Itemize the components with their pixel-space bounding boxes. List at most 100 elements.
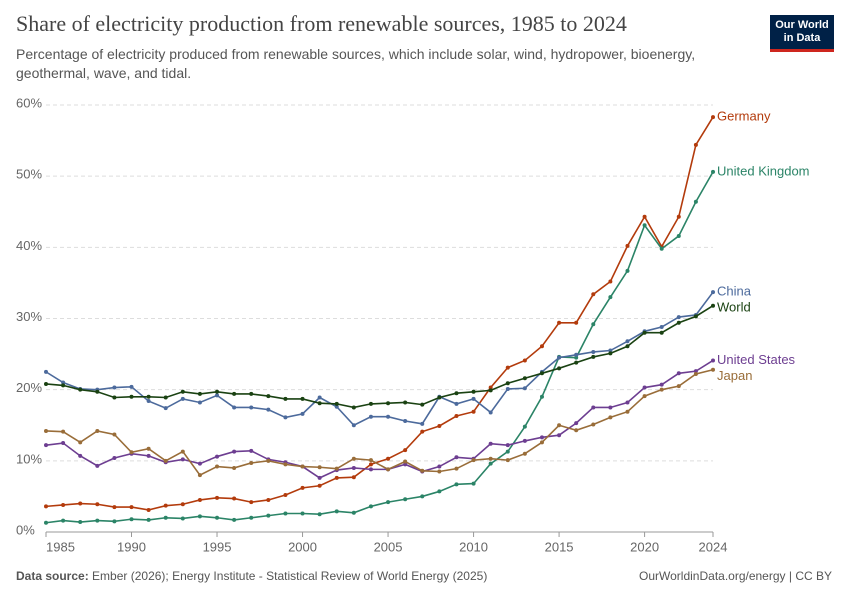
point [557,355,562,360]
chart-title: Share of electricity production from ren… [16,11,627,36]
point [676,315,681,320]
point [283,415,288,420]
point [591,322,596,327]
point [112,432,117,437]
point [403,462,408,467]
point [574,355,579,360]
x-tick-label: 2020 [630,539,659,554]
point [437,423,442,428]
point [454,482,459,487]
point [625,400,630,405]
point [403,448,408,453]
source-text: Ember (2026); Energy Institute - Statist… [92,569,487,583]
point [232,391,237,396]
point [283,396,288,401]
point [574,360,579,365]
point [249,460,254,465]
point [608,405,613,410]
x-tick-label: 1985 [46,539,75,554]
subtitle-box: Percentage of electricity produced from … [16,46,696,81]
point [522,376,527,381]
point [232,405,237,410]
point [591,354,596,359]
point [232,496,237,501]
point [44,381,48,386]
point [676,371,681,376]
point [112,395,117,400]
point [488,456,493,461]
point [129,517,134,522]
point [574,320,579,325]
point [163,395,168,400]
series-line [45,359,714,479]
point [129,394,134,399]
point [317,512,322,517]
point [659,387,664,392]
chart-subtitle: Percentage of electricity produced from … [16,46,696,81]
point [488,441,493,446]
point [95,389,100,394]
point [471,389,476,394]
point [215,495,220,500]
point [454,455,459,460]
point [711,290,715,295]
point [386,401,391,406]
point [334,401,339,406]
point [454,413,459,418]
point [505,458,510,463]
point [471,481,476,486]
point [300,411,305,416]
point [351,510,356,515]
point [146,517,151,522]
point [78,520,83,525]
point [711,115,715,120]
logo-box [770,15,834,51]
point [693,142,698,147]
point [317,475,322,480]
point [557,366,562,371]
point [539,435,544,440]
point [249,448,254,453]
point [454,391,459,396]
point [283,492,288,497]
y-tick-label: 30% [16,309,42,324]
point [317,395,322,400]
point [437,395,442,400]
point [249,391,254,396]
point [61,518,66,523]
point [249,500,254,505]
point [232,465,237,470]
point [420,421,425,426]
series-line [45,305,714,409]
point [522,358,527,363]
point [180,449,185,454]
x-tick-label: 2000 [288,539,317,554]
point [454,466,459,471]
series-line [45,291,714,427]
point [488,388,493,393]
point [112,455,117,460]
point [146,394,151,399]
point [676,233,681,238]
point [180,516,185,521]
point [78,387,83,392]
point [642,394,647,399]
point [266,394,271,399]
point [711,303,715,308]
x-tick-label: 2015 [545,539,574,554]
point [642,223,647,228]
point [659,325,664,330]
point [112,385,117,390]
point [163,458,168,463]
source: Data source: Ember (2026); Energy Instit… [16,569,487,583]
logo-text-box: Our World in Data [775,19,829,44]
point [522,451,527,456]
point [197,461,202,466]
point [539,371,544,376]
point [488,410,493,415]
point [180,389,185,394]
point [300,511,305,516]
point [163,406,168,411]
point [215,454,220,459]
point [146,453,151,458]
